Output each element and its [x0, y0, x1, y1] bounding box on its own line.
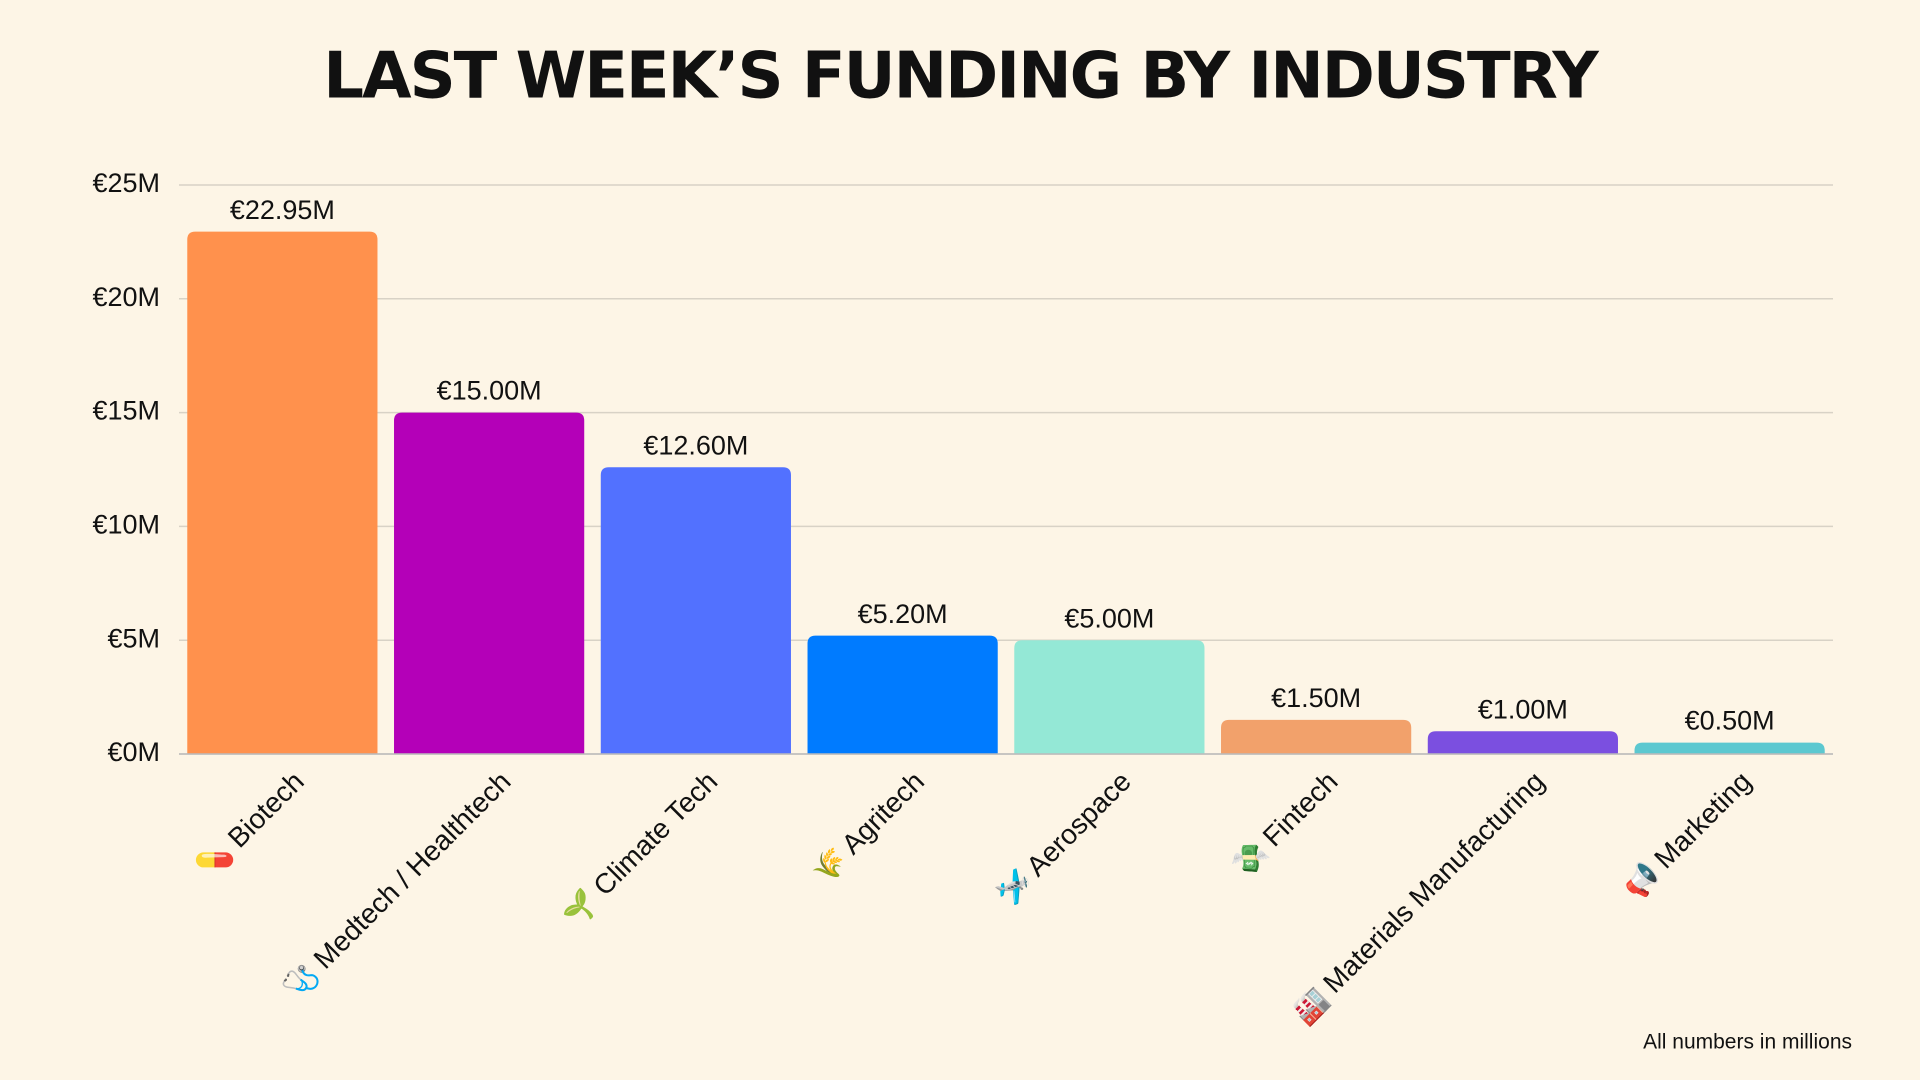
bar	[1427, 731, 1618, 754]
bar	[600, 467, 791, 754]
y-tick-label: €25M	[92, 168, 160, 198]
value-label: €1.00M	[1478, 694, 1568, 724]
chart-title: LAST WEEK’S FUNDING BY INDUSTRY	[323, 40, 1599, 114]
bar	[1634, 742, 1825, 754]
value-label: €5.00M	[1064, 603, 1154, 633]
bar	[1014, 640, 1205, 754]
y-tick-label: €0M	[107, 737, 160, 767]
y-tick-label: €20M	[92, 282, 160, 312]
bar	[394, 412, 585, 754]
y-tick-label: €15M	[92, 396, 160, 426]
value-label: €0.50M	[1685, 706, 1775, 736]
bar	[187, 231, 378, 754]
value-label: €12.60M	[643, 430, 748, 460]
value-label: €15.00M	[437, 376, 542, 406]
bar	[807, 635, 998, 754]
y-tick-label: €5M	[107, 623, 160, 653]
value-label: €22.95M	[230, 195, 335, 225]
value-label: €5.20M	[858, 599, 948, 629]
footnote: All numbers in millions	[1643, 1031, 1852, 1054]
value-label: €1.50M	[1271, 683, 1361, 713]
bar	[1221, 719, 1412, 754]
y-tick-label: €10M	[92, 510, 160, 540]
